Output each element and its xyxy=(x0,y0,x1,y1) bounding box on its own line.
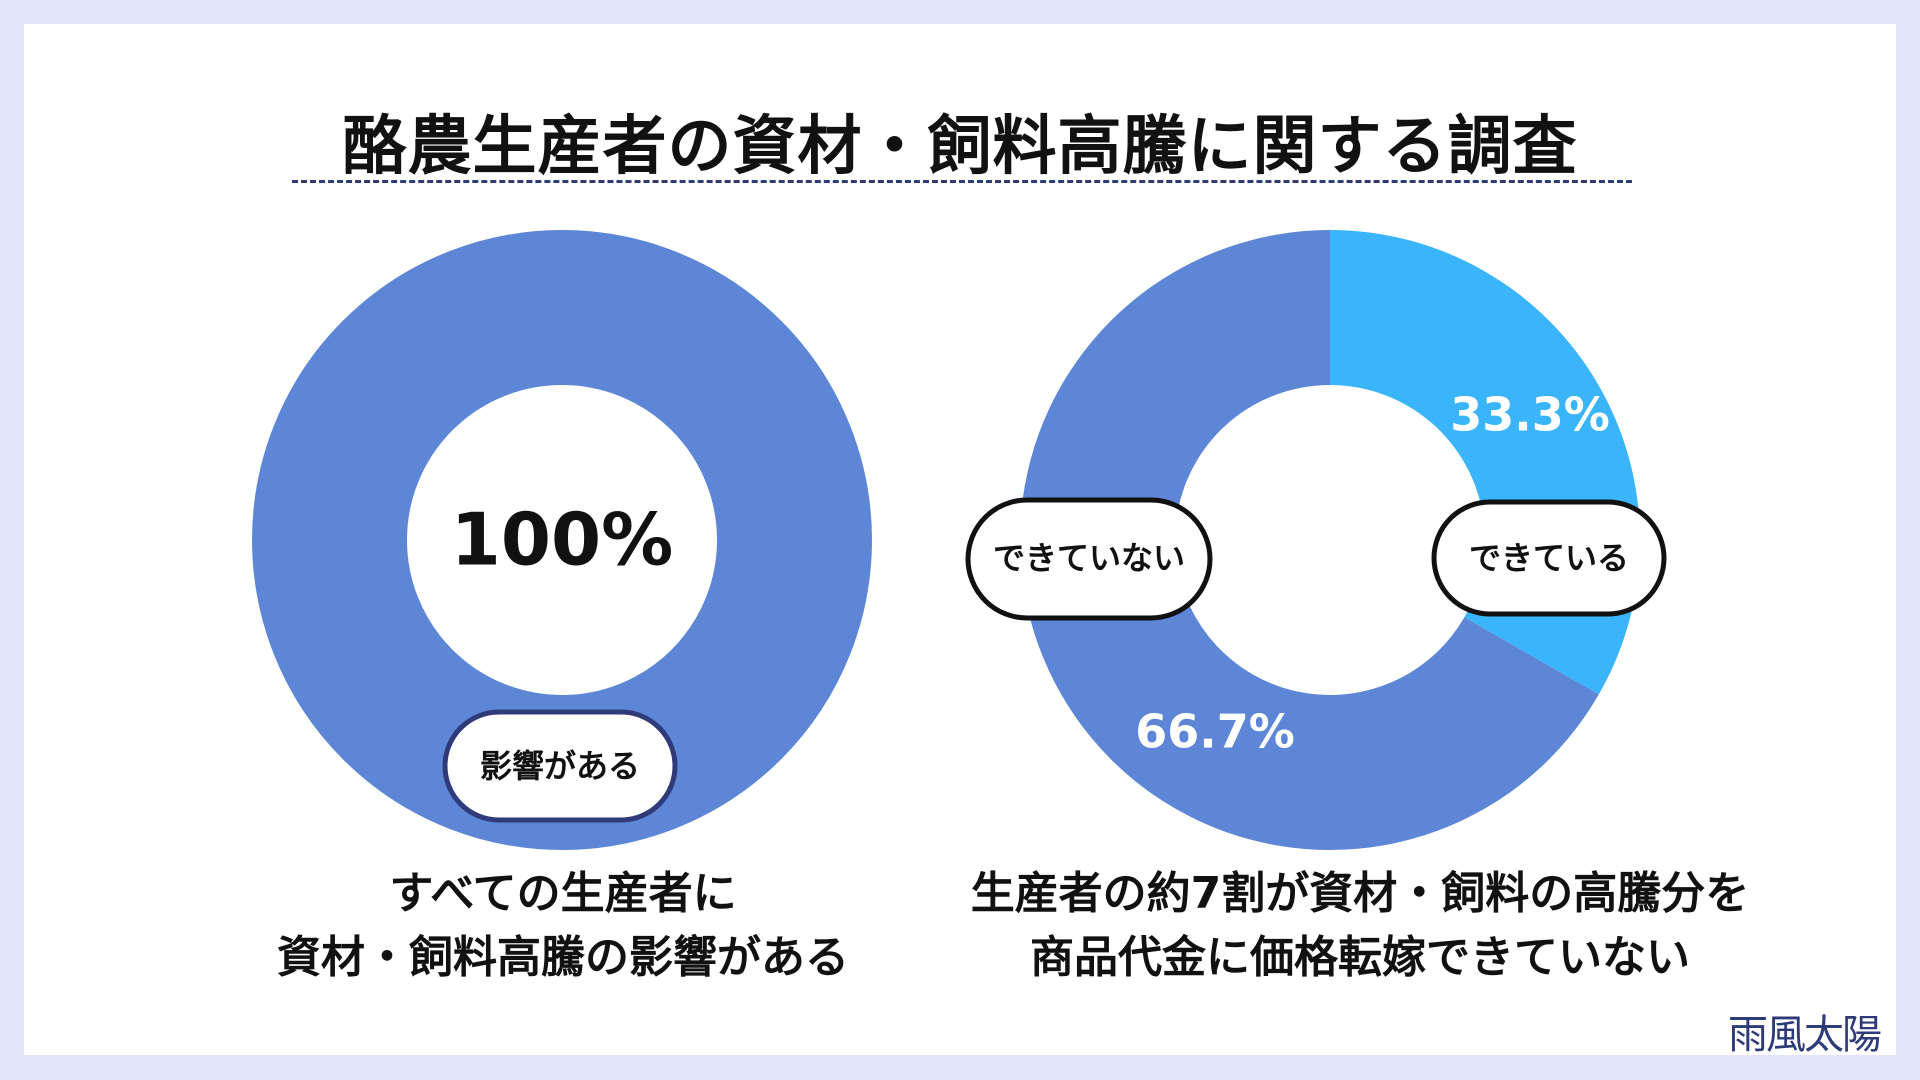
legend-pill-left-label: 影響がある xyxy=(480,747,640,785)
legend-pill-dekiteiru-label: できている xyxy=(1469,539,1629,577)
chart-left-percent-label: 100% xyxy=(451,498,673,582)
legend-pill-left xyxy=(442,709,678,823)
slice-label-dekiteinai: 66.7% xyxy=(1135,705,1295,759)
chart-right-caption: 生産者の約7割が資材・飼料の高騰分を 商品代金に価格転嫁できていない xyxy=(880,862,1840,990)
right-slices-slice-1 xyxy=(1019,230,1599,850)
brand-logo: 雨風太陽 xyxy=(1728,1012,1882,1058)
chart-left: 100% 影響がある xyxy=(252,230,872,850)
right-slices-slice-0 xyxy=(1330,230,1640,695)
legend-pill-dekiteinai xyxy=(965,497,1213,621)
chart-right: 33.3% 66.7% できていない できている xyxy=(965,230,1667,850)
slice-label-dekiteiru: 33.3% xyxy=(1450,388,1610,442)
caption-line: 生産者の約7割が資材・飼料の高騰分を xyxy=(970,868,1750,919)
chart-left-caption: すべての生産者に 資材・飼料高騰の影響がある xyxy=(203,862,923,990)
title-divider xyxy=(292,180,1632,183)
caption-line: 資材・飼料高騰の影響がある xyxy=(277,932,849,983)
legend-pill-dekiteinai-label: できていない xyxy=(993,539,1185,577)
caption-line: すべての生産者に xyxy=(389,868,737,919)
legend-pill-dekiteiru xyxy=(1431,499,1667,617)
page-title: 酪農生産者の資材・飼料高騰に関する調査 xyxy=(342,110,1578,184)
caption-line: 商品代金に価格転嫁できていない xyxy=(1030,932,1690,983)
